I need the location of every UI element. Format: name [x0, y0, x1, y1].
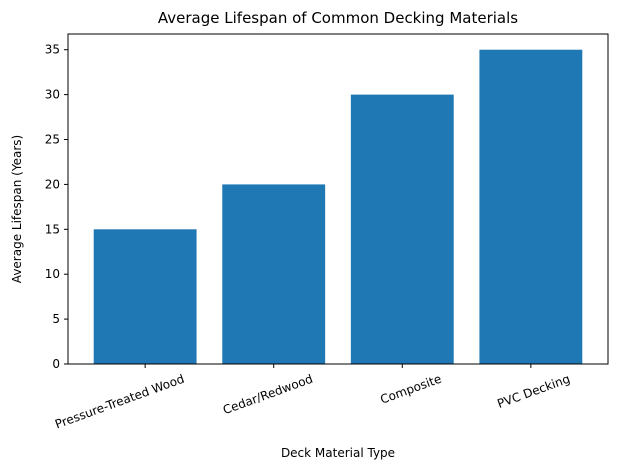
y-tick-label: 10 [45, 267, 60, 281]
x-tick-label: Composite [378, 372, 443, 407]
x-tick-label: PVC Decking [495, 372, 572, 411]
bar-pressure-treated-wood [93, 229, 197, 364]
bar-composite [350, 94, 454, 364]
y-tick-label: 15 [45, 222, 60, 236]
x-axis-label: Deck Material Type [281, 446, 395, 460]
y-tick-label: 25 [45, 133, 60, 147]
y-tick-label: 20 [45, 177, 60, 191]
y-tick-label: 35 [45, 43, 60, 57]
y-tick-label: 5 [52, 312, 60, 326]
y-axis-ticks: 0 5 10 15 20 25 30 35 [45, 43, 68, 371]
y-axis-label: Average Lifespan (Years) [10, 135, 24, 283]
x-tick-label: Cedar/Redwood [221, 372, 315, 418]
x-axis-ticks: Pressure-Treated Wood Cedar/Redwood Compos… [53, 364, 572, 431]
x-tick-label: Pressure-Treated Wood [53, 372, 186, 432]
y-tick-label: 30 [45, 88, 60, 102]
bar-cedar-redwood [222, 184, 326, 364]
y-tick-label: 0 [52, 357, 60, 371]
bar-pvc-decking [479, 49, 583, 364]
bars-group [93, 49, 583, 364]
chart-title: Average Lifespan of Common Decking Mater… [158, 9, 518, 27]
plot-frame [67, 33, 609, 365]
